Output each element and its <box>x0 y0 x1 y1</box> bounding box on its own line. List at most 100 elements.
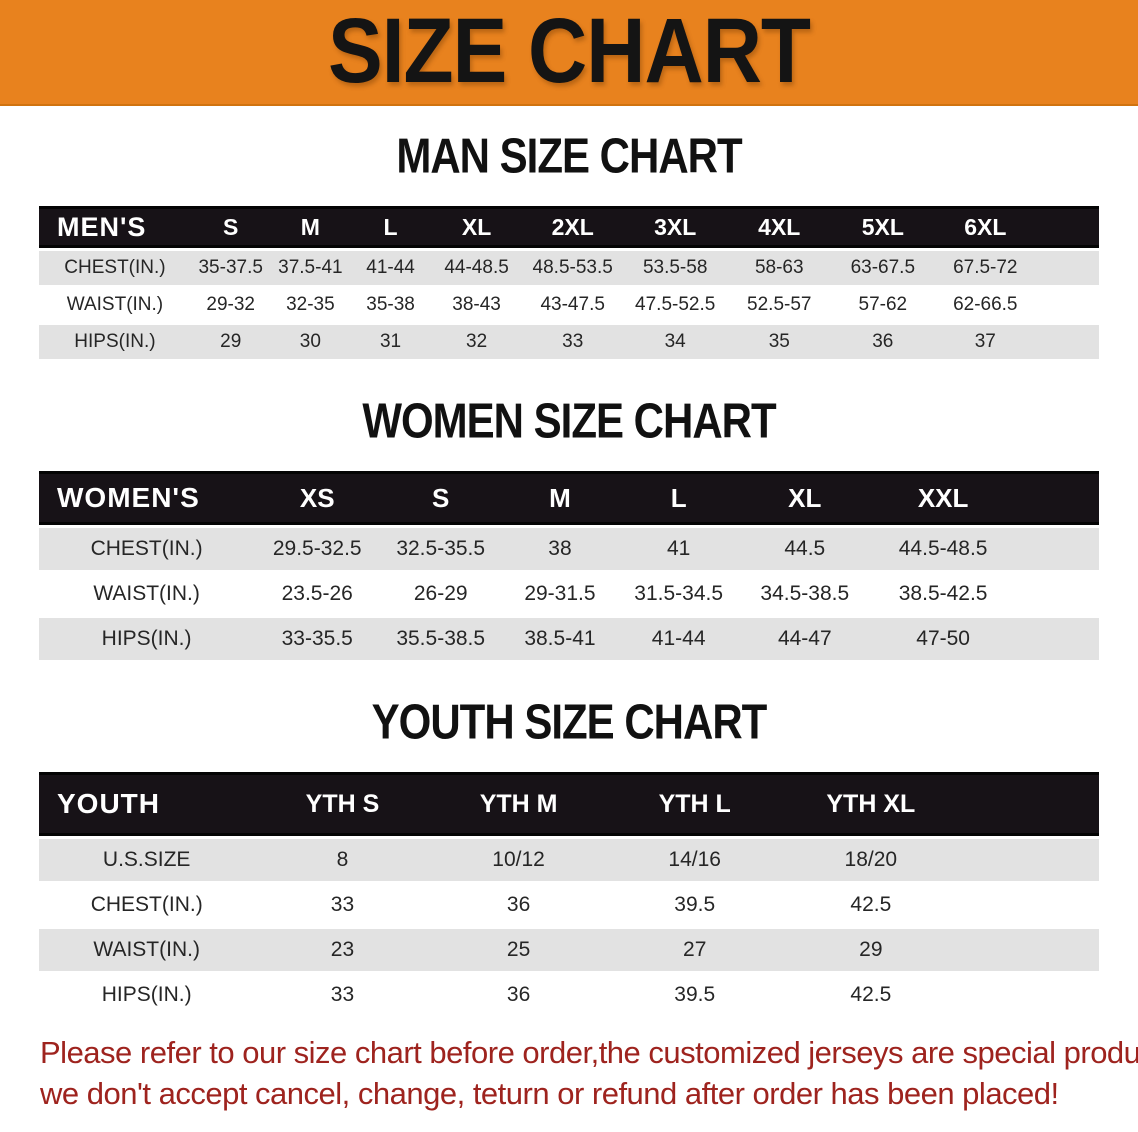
note-line-2: we don't accept cancel, change, teturn o… <box>40 1076 1059 1111</box>
size-column-header: YTH M <box>430 772 607 836</box>
measurement-value-cell: 47.5-52.5 <box>623 285 728 322</box>
size-column-header: M <box>501 471 619 525</box>
measurement-row: WAIST(IN.) 29-32 32-35 35-38 38-43 43-47.5 47.… <box>39 285 1099 322</box>
youth-size-table: YOUTH YTH S YTH M YTH L YTH XL U.S.SIZE 8 10/12… <box>39 772 1099 1016</box>
measurement-value-cell: 25 <box>430 926 607 971</box>
spacer-cell <box>1015 525 1099 570</box>
measurement-row: CHEST(IN.) 35-37.5 37.5-41 41-44 44-48.5 48.5… <box>39 248 1099 285</box>
measurement-value-cell: 35-38 <box>350 285 431 322</box>
measurement-row: CHEST(IN.) 29.5-32.5 32.5-35.5 38 41 44.5 44.5… <box>39 525 1099 570</box>
measurement-value-cell: 48.5-53.5 <box>522 248 624 285</box>
size-column-header: L <box>618 471 739 525</box>
measurement-value-cell: 44.5 <box>738 525 872 570</box>
row-label-cell: HIPS(IN.) <box>39 615 255 660</box>
measurement-value-cell: 67.5-72 <box>934 248 1037 285</box>
header-row: MEN'S S M L XL 2XL 3XL 4XL 5XL 6XL <box>39 206 1099 248</box>
measurement-value-cell: 36 <box>430 971 607 1016</box>
measurement-value-cell: 32 <box>430 322 523 359</box>
measurement-value-cell: 42.5 <box>782 971 959 1016</box>
header-row: YOUTH YTH S YTH M YTH L YTH XL <box>39 772 1099 836</box>
measurement-value-cell: 44-48.5 <box>430 248 523 285</box>
measurement-value-cell: 37 <box>934 322 1037 359</box>
spacer-cell <box>958 881 1099 926</box>
measurement-row: HIPS(IN.) 29 30 31 32 33 34 35 36 37 <box>39 322 1099 359</box>
row-label-cell: U.S.SIZE <box>39 836 255 881</box>
measurement-value-cell: 33 <box>254 971 431 1016</box>
measurement-value-cell: 41 <box>618 525 739 570</box>
table-title-cell: WOMEN'S <box>39 471 255 525</box>
measurement-row: HIPS(IN.) 33 36 39.5 42.5 <box>39 971 1099 1016</box>
measurement-value-cell: 38 <box>501 525 619 570</box>
charts-container: MAN SIZE CHART MEN'S S M L XL 2XL 3XL 4XL 5XL 6XL C… <box>0 128 1138 1016</box>
measurement-value-cell: 34 <box>623 322 728 359</box>
spacer-cell <box>1036 322 1099 359</box>
row-label-cell: WAIST(IN.) <box>39 570 255 615</box>
size-column-header: XL <box>738 471 872 525</box>
measurement-value-cell: 29-31.5 <box>501 570 619 615</box>
measurement-value-cell: 41-44 <box>618 615 739 660</box>
row-label-cell: HIPS(IN.) <box>39 322 191 359</box>
footer-note: Please refer to our size chart before or… <box>0 1016 1138 1114</box>
mens-section-heading: MAN SIZE CHART <box>0 128 1138 183</box>
measurement-value-cell: 36 <box>430 881 607 926</box>
measurement-value-cell: 26-29 <box>380 570 502 615</box>
spacer-cell <box>1036 248 1099 285</box>
row-label-cell: CHEST(IN.) <box>39 525 255 570</box>
measurement-value-cell: 42.5 <box>782 881 959 926</box>
measurement-value-cell: 23 <box>254 926 431 971</box>
measurement-value-cell: 36 <box>831 322 935 359</box>
row-label-cell: WAIST(IN.) <box>39 285 191 322</box>
measurement-row: HIPS(IN.) 33-35.5 35.5-38.5 38.5-41 41-44 44-… <box>39 615 1099 660</box>
size-column-header: L <box>350 206 431 248</box>
size-column-header: YTH S <box>254 772 431 836</box>
measurement-value-cell: 33-35.5 <box>254 615 381 660</box>
measurement-value-cell: 57-62 <box>831 285 935 322</box>
measurement-value-cell: 35-37.5 <box>190 248 271 285</box>
youth-section-heading: YOUTH SIZE CHART <box>0 694 1138 749</box>
measurement-value-cell: 62-66.5 <box>934 285 1037 322</box>
spacer-cell <box>1015 471 1099 525</box>
spacer-cell <box>958 772 1099 836</box>
header-row: WOMEN'S XS S M L XL XXL <box>39 471 1099 525</box>
measurement-value-cell: 8 <box>254 836 431 881</box>
size-column-header: 5XL <box>831 206 935 248</box>
table-title-cell: MEN'S <box>39 206 191 248</box>
size-column-header: XS <box>254 471 381 525</box>
measurement-value-cell: 38.5-42.5 <box>871 570 1016 615</box>
measurement-row: WAIST(IN.) 23 25 27 29 <box>39 926 1099 971</box>
measurement-value-cell: 31.5-34.5 <box>618 570 739 615</box>
spacer-cell <box>958 971 1099 1016</box>
measurement-value-cell: 29.5-32.5 <box>254 525 381 570</box>
measurement-value-cell: 47-50 <box>871 615 1016 660</box>
size-column-header: XXL <box>871 471 1016 525</box>
measurement-value-cell: 53.5-58 <box>623 248 728 285</box>
measurement-value-cell: 32.5-35.5 <box>380 525 502 570</box>
measurement-value-cell: 41-44 <box>350 248 431 285</box>
measurement-value-cell: 29-32 <box>190 285 271 322</box>
measurement-value-cell: 29 <box>190 322 271 359</box>
row-label-cell: HIPS(IN.) <box>39 971 255 1016</box>
measurement-value-cell: 10/12 <box>430 836 607 881</box>
measurement-value-cell: 44.5-48.5 <box>871 525 1016 570</box>
size-column-header: S <box>380 471 502 525</box>
size-column-header: YTH L <box>606 772 783 836</box>
row-label-cell: CHEST(IN.) <box>39 881 255 926</box>
measurement-value-cell: 34.5-38.5 <box>738 570 872 615</box>
table-title-cell: YOUTH <box>39 772 255 836</box>
measurement-row: U.S.SIZE 8 10/12 14/16 18/20 <box>39 836 1099 881</box>
page-title: SIZE CHART <box>328 0 811 103</box>
measurement-value-cell: 32-35 <box>270 285 351 322</box>
heading-text: WOMEN SIZE CHART <box>362 392 776 449</box>
size-column-header: M <box>270 206 351 248</box>
spacer-cell <box>958 836 1099 881</box>
measurement-value-cell: 43-47.5 <box>522 285 624 322</box>
note-line-1: Please refer to our size chart before or… <box>40 1035 1138 1070</box>
measurement-value-cell: 30 <box>270 322 351 359</box>
measurement-value-cell: 58-63 <box>727 248 832 285</box>
measurement-value-cell: 18/20 <box>782 836 959 881</box>
measurement-value-cell: 52.5-57 <box>727 285 832 322</box>
heading-text: MAN SIZE CHART <box>396 127 742 184</box>
measurement-value-cell: 33 <box>254 881 431 926</box>
womens-size-table: WOMEN'S XS S M L XL XXL CHEST(IN.) 29.5-32.5 32.5… <box>39 471 1099 660</box>
